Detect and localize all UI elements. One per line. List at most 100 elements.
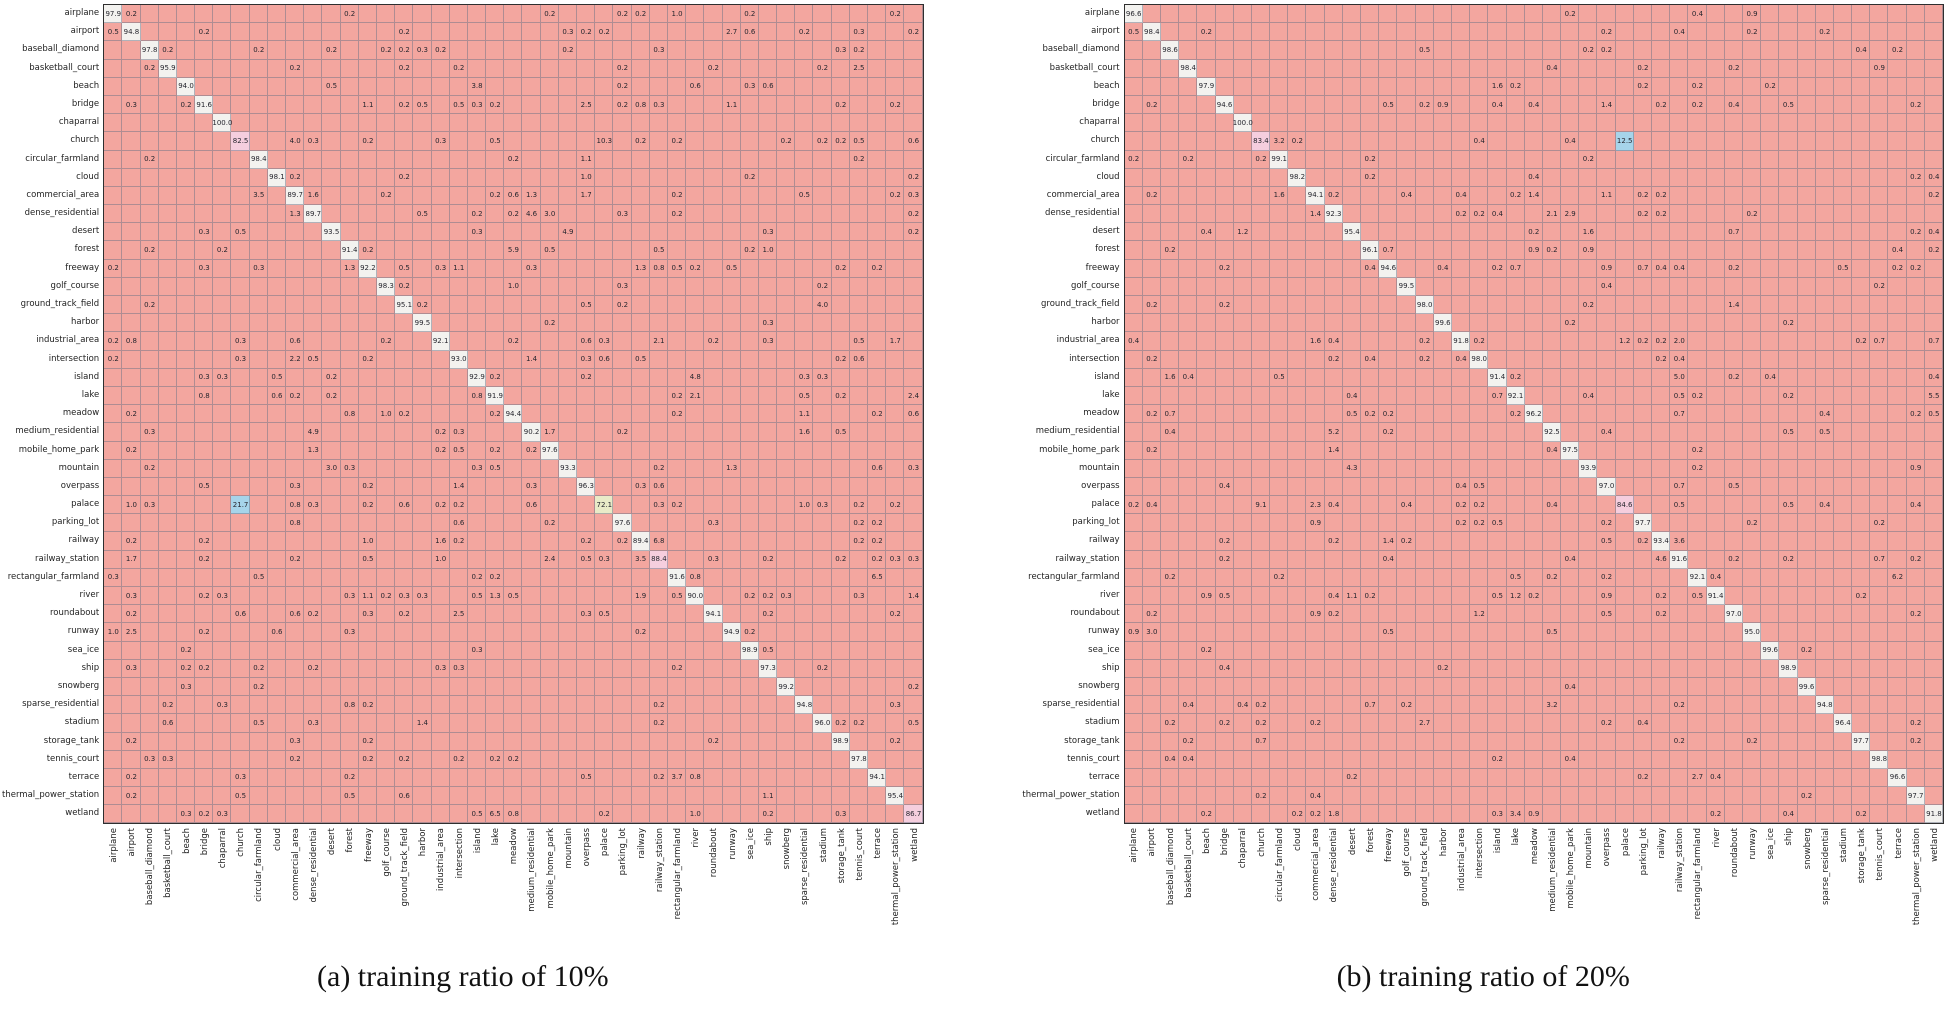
matrix-cell: 0.5: [1834, 260, 1852, 278]
matrix-cell: [723, 787, 741, 805]
matrix-cell: [1834, 514, 1852, 532]
matrix-cell: [686, 405, 704, 423]
matrix-cell: 0.2: [1743, 514, 1761, 532]
matrix-cell: [541, 187, 559, 205]
matrix-cell: [632, 205, 650, 223]
matrix-cell: [141, 96, 159, 114]
matrix-cell: [1288, 187, 1306, 205]
matrix-cell: 0.4: [1325, 332, 1343, 350]
matrix-cell: [1507, 787, 1525, 805]
matrix-cell: [1725, 187, 1743, 205]
matrix-cell: 0.2: [868, 405, 886, 423]
matrix-cell: [541, 623, 559, 641]
matrix-cell: [723, 733, 741, 751]
matrix-cell: [1434, 132, 1452, 150]
matrix-cell: [795, 787, 813, 805]
matrix-cell: [468, 696, 486, 714]
matrix-cell: [1834, 551, 1852, 569]
matrix-cell: [1652, 496, 1670, 514]
matrix-cell: [613, 132, 631, 150]
matrix-cell: 0.2: [868, 260, 886, 278]
matrix-cell: 0.4: [1488, 205, 1506, 223]
matrix-cell: [1561, 623, 1579, 641]
matrix-cell: [341, 551, 359, 569]
matrix-cell: [1234, 241, 1252, 259]
matrix-cell: [1325, 60, 1343, 78]
matrix-cell: [1252, 5, 1270, 23]
matrix-cell: [1488, 442, 1506, 460]
matrix-cell: 0.4: [1561, 751, 1579, 769]
matrix-cell: [1161, 514, 1179, 532]
matrix-cell: [450, 678, 468, 696]
matrix-cell: 0.2: [686, 260, 704, 278]
matrix-cell: [1652, 387, 1670, 405]
matrix-cell: [1707, 787, 1725, 805]
matrix-cell: [1725, 41, 1743, 59]
matrix-cell: [1761, 678, 1779, 696]
matrix-cell: [668, 351, 686, 369]
matrix-cell: [1761, 96, 1779, 114]
matrix-cell: [1379, 369, 1397, 387]
matrix-cell: [1306, 114, 1324, 132]
matrix-cell: 0.2: [504, 151, 522, 169]
col-label-desert: desert: [327, 828, 338, 856]
matrix-cell: [450, 387, 468, 405]
matrix-cell: [1616, 41, 1634, 59]
matrix-cell: [1816, 514, 1834, 532]
matrix-cell: [1125, 114, 1143, 132]
matrix-cell: [1816, 751, 1834, 769]
matrix-cell: [504, 314, 522, 332]
matrix-cell: [1434, 114, 1452, 132]
matrix-cell: [1616, 714, 1634, 732]
matrix-cell: [541, 405, 559, 423]
row-label-medium_residential: medium_residential: [15, 426, 100, 437]
matrix-cell: [1616, 605, 1634, 623]
matrix-cell: 0.2: [886, 96, 904, 114]
matrix-cell: [559, 769, 577, 787]
matrix-cell: [286, 569, 304, 587]
matrix-cell: [359, 23, 377, 41]
matrix-cell: [395, 369, 413, 387]
matrix-cell: 0.9: [1597, 260, 1615, 278]
matrix-cell: [1579, 496, 1597, 514]
matrix-cell: 0.5: [450, 442, 468, 460]
matrix-cell: [886, 532, 904, 550]
matrix-cell: [1761, 569, 1779, 587]
matrix-cell: [1434, 751, 1452, 769]
matrix-cell: [795, 78, 813, 96]
matrix-cell: 0.3: [304, 132, 322, 150]
matrix-cell: [104, 460, 122, 478]
matrix-cell: 0.5: [450, 96, 468, 114]
matrix-cell: [1707, 132, 1725, 150]
matrix-cell: [1852, 660, 1870, 678]
matrix-cell: [522, 151, 540, 169]
matrix-cell: 0.2: [1325, 187, 1343, 205]
matrix-cell: 0.2: [1270, 569, 1288, 587]
matrix-cell: [1834, 351, 1852, 369]
matrix-cell: 2.7: [723, 23, 741, 41]
matrix-cell: [1743, 769, 1761, 787]
matrix-cell: [1816, 151, 1834, 169]
matrix-cell: 0.2: [1907, 605, 1925, 623]
matrix-cell: 0.3: [813, 369, 831, 387]
matrix-cell: [141, 678, 159, 696]
matrix-cell: [686, 296, 704, 314]
matrix-cell: 0.6: [741, 23, 759, 41]
matrix-cell: [904, 78, 922, 96]
matrix-cell: [522, 769, 540, 787]
matrix-cell: [1306, 387, 1324, 405]
matrix-cell: [1725, 423, 1743, 441]
matrix-cell: 0.4: [1579, 387, 1597, 405]
matrix-cell: [1452, 241, 1470, 259]
matrix-cell: [322, 660, 340, 678]
matrix-cell: [632, 678, 650, 696]
matrix-cell: [504, 733, 522, 751]
matrix-cell: [1325, 369, 1343, 387]
matrix-cell: [541, 805, 559, 823]
matrix-cell: [1634, 41, 1652, 59]
matrix-cell: [1270, 460, 1288, 478]
matrix-cell: [468, 278, 486, 296]
matrix-cell: [1688, 314, 1706, 332]
col-label-wetland: wetland: [1929, 828, 1940, 863]
matrix-cell: [1252, 260, 1270, 278]
